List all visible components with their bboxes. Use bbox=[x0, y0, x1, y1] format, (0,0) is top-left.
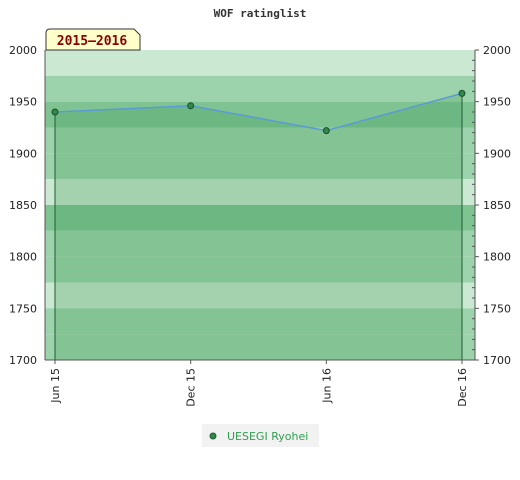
background-band bbox=[45, 334, 475, 360]
background-band bbox=[45, 179, 475, 205]
season-label: 2015–2016 bbox=[45, 28, 141, 51]
x-axis: Jun 15 Dec 15 Jun 16 Dec 16 bbox=[49, 360, 469, 407]
background-band bbox=[45, 101, 475, 128]
background-bands bbox=[45, 50, 475, 360]
season-label-text: 2015–2016 bbox=[57, 34, 128, 49]
series-area bbox=[55, 93, 462, 361]
chart-title: WOF ratinglist bbox=[214, 7, 307, 20]
y-tick-label-right: 1750 bbox=[483, 302, 511, 315]
y-tick-label-left: 1750 bbox=[9, 302, 37, 315]
background-band bbox=[45, 127, 475, 154]
y-tick-label-left: 1700 bbox=[9, 354, 37, 367]
y-tick-label-left: 2000 bbox=[9, 44, 37, 57]
background-band bbox=[45, 75, 475, 102]
y-tick-label-right: 1850 bbox=[483, 199, 511, 212]
y-tick-label-right: 1700 bbox=[483, 354, 511, 367]
y-tick-label-right: 1900 bbox=[483, 147, 511, 160]
x-tick-label: Dec 16 bbox=[456, 368, 469, 407]
legend-marker-icon bbox=[209, 432, 217, 440]
y-axis-left: 2000 1950 1900 1850 1800 1750 1700 bbox=[9, 44, 37, 367]
y-tick-label-right: 1950 bbox=[483, 96, 511, 109]
y-tick-label-left: 1900 bbox=[9, 147, 37, 160]
legend-box bbox=[202, 424, 319, 447]
background-band bbox=[45, 230, 475, 257]
y-tick-label-left: 1950 bbox=[9, 96, 37, 109]
background-band bbox=[45, 50, 475, 76]
data-point bbox=[322, 127, 330, 135]
legend: UESEGI Ryohei bbox=[202, 424, 319, 447]
y-tick-label-right: 1800 bbox=[483, 251, 511, 264]
background-band bbox=[45, 205, 475, 231]
data-point bbox=[458, 89, 466, 97]
data-point bbox=[51, 108, 59, 116]
x-tick-label: Jun 16 bbox=[320, 368, 333, 404]
background-band bbox=[45, 282, 475, 309]
season-label-box bbox=[45, 28, 141, 51]
background-band bbox=[45, 256, 475, 283]
data-point bbox=[187, 102, 195, 110]
background-band bbox=[45, 308, 475, 335]
x-tick-label: Dec 15 bbox=[185, 368, 198, 407]
y-tick-label-right: 2000 bbox=[483, 44, 511, 57]
y-axis-right: 2000 1950 1900 1850 1800 1750 1700 bbox=[472, 44, 511, 367]
x-tick-label: Jun 15 bbox=[49, 368, 62, 404]
data-points bbox=[51, 89, 466, 135]
y-tick-label-left: 1850 bbox=[9, 199, 37, 212]
legend-series-label: UESEGI Ryohei bbox=[227, 430, 308, 443]
y-tick-label-left: 1800 bbox=[9, 251, 37, 264]
background-band bbox=[45, 153, 475, 180]
rating-area bbox=[54, 92, 463, 361]
series-line bbox=[54, 92, 463, 132]
